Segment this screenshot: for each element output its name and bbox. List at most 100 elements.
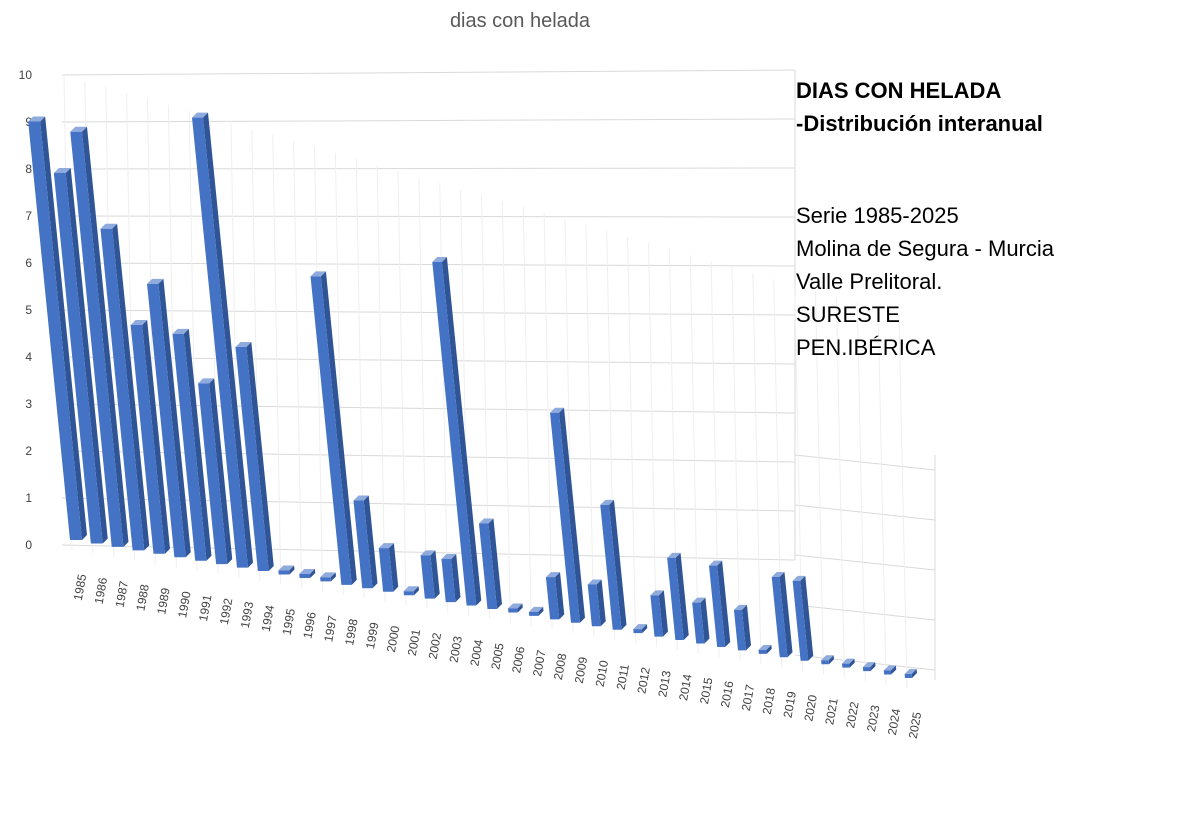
x-tick-label: 2017 [739,683,757,712]
bar [172,333,207,561]
bar-side [717,560,731,647]
bar-side [890,665,897,675]
bar-top [587,579,602,585]
bar-top [507,603,523,609]
bar-side [363,495,378,589]
bar [904,674,912,678]
x-tick-label: 2023 [864,704,882,733]
bar-top [420,550,436,556]
y-tick-label: 1 [25,491,32,505]
y-tick-label: 4 [25,350,32,364]
bar [378,548,394,592]
bar [550,412,580,623]
bar [100,228,145,551]
bar-side [309,568,316,578]
floor-gridline [835,296,845,678]
bar [235,346,269,572]
bar [147,283,186,558]
bar-side [81,126,129,547]
y-tick-label: 2 [25,444,32,458]
floor-gridline [856,302,866,682]
bar [600,504,622,630]
bar [545,577,560,620]
floor-gridline [397,170,407,606]
bar-top [172,328,189,334]
bar [403,591,414,596]
bar-top [192,112,208,118]
gridline [61,118,796,123]
bar [528,611,539,616]
bar-top [862,662,876,668]
bar-side [517,603,523,613]
bar-top [650,590,664,596]
y-tick-label: 8 [25,162,32,176]
x-tick-label: 1994 [259,604,277,633]
bar [507,608,518,613]
x-tick-label: 2011 [614,663,632,691]
floor-gridline [501,200,511,623]
bar-top [821,655,834,661]
y-tick-label: 10 [19,68,33,82]
x-tick-label: 2021 [822,697,840,726]
x-tick-label: 1993 [238,600,256,629]
bar-top [792,575,806,581]
annotation-body-line: Molina de Segura - Murcia [796,236,1055,261]
annotation-heading-line: -Distribución interanual [796,111,1043,136]
bar-side [289,565,295,575]
y-tick-label: 7 [25,209,32,223]
x-tick-label: 2012 [634,666,652,695]
x-tick-label: 2016 [718,680,736,709]
x-tick-label: 2007 [530,649,548,678]
x-tick-label: 2014 [676,673,694,702]
bar [708,565,726,647]
bar [587,584,601,627]
bar [130,325,165,554]
bar [883,670,892,675]
x-tick-label: 2005 [488,642,506,671]
bar-side [828,655,834,665]
bar-top [545,572,561,578]
x-tick-label: 2015 [697,676,715,705]
bar-top [733,604,747,610]
bar-side [555,572,565,620]
gridline [794,554,936,571]
bar [792,580,809,661]
chart-annotation-heading: DIAS CON HELADA -Distribución interanual [796,74,1043,140]
bar-side [330,572,336,582]
floor-gridline [439,182,449,613]
y-tick-label: 3 [25,397,32,411]
bar [650,595,663,637]
x-tick-label: 1996 [300,611,318,640]
bar-side [700,597,710,644]
bar-side [675,552,689,641]
x-tick-label: 1986 [92,576,110,605]
bar [198,383,228,565]
y-tick-label: 0 [25,538,32,552]
bar-side [388,543,399,592]
bar-side [488,518,502,609]
bar-side [766,644,772,654]
floor-gridline [585,224,595,637]
chart-title: dias con helada [449,10,591,32]
bar-side [441,257,482,606]
bar-top [600,499,615,505]
floor-gridline [272,134,282,585]
bar [692,602,705,644]
gridline [794,454,936,471]
bar-top [198,378,215,384]
x-tick-label: 2020 [801,693,819,722]
bar-side [538,606,544,616]
floor-gridline [543,212,553,630]
bar [441,558,456,603]
annotation-heading-line: DIAS CON HELADA [796,78,1002,103]
bar-top [478,518,494,524]
bar-side [203,112,253,568]
x-tick-label: 1987 [113,580,131,609]
bar [478,523,497,609]
x-tick-label: 2004 [467,638,485,667]
bar-side [800,575,814,661]
x-tick-label: 1988 [133,583,151,612]
bar-side [430,550,440,599]
